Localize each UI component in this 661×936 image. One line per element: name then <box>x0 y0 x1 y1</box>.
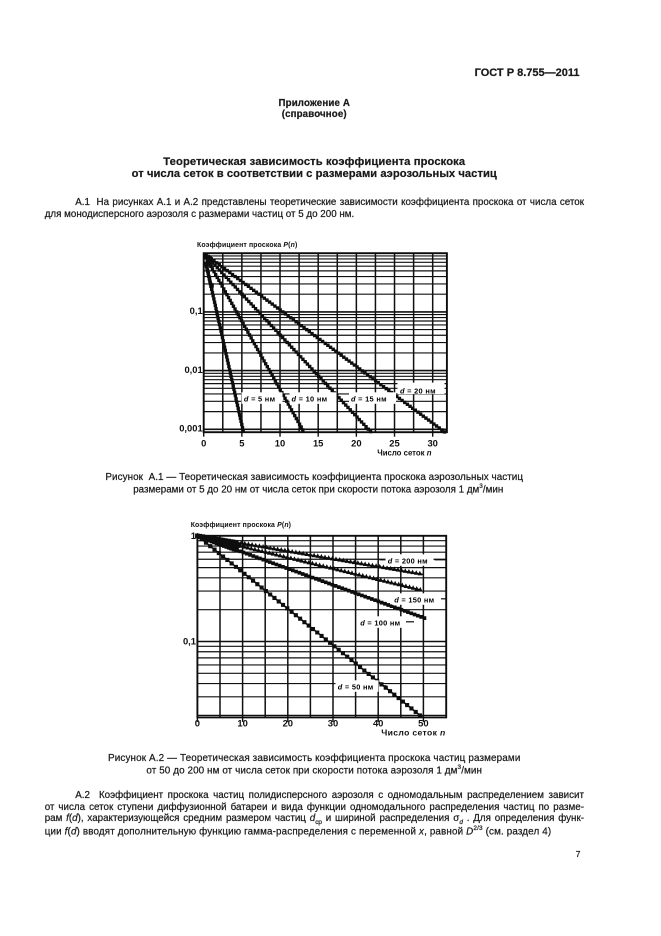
svg-text:Коэффициент проскока P(n): Коэффициент проскока P(n) <box>197 242 297 249</box>
svg-text:0,001: 0,001 <box>179 423 202 434</box>
svg-text:0: 0 <box>195 718 200 729</box>
svg-text:20: 20 <box>283 718 293 729</box>
svg-text:d = 5 нм: d = 5 нм <box>244 395 275 404</box>
svg-text:30: 30 <box>328 718 338 729</box>
svg-text:Число сеток n: Число сеток n <box>381 727 445 737</box>
svg-text:0: 0 <box>201 437 206 448</box>
svg-text:50: 50 <box>418 718 428 729</box>
svg-text:Коэффициент проскока P(n): Коэффициент проскока P(n) <box>191 522 291 529</box>
svg-text:30: 30 <box>427 437 437 448</box>
svg-text:0,1: 0,1 <box>183 636 196 647</box>
svg-text:10: 10 <box>237 718 247 729</box>
svg-text:1: 1 <box>191 530 196 541</box>
svg-text:10: 10 <box>275 437 285 448</box>
svg-text:5: 5 <box>239 437 244 448</box>
svg-text:0,1: 0,1 <box>190 305 203 316</box>
svg-text:15: 15 <box>313 437 323 448</box>
svg-text:25: 25 <box>389 437 399 448</box>
svg-text:d = 20 нм: d = 20 нм <box>400 386 436 395</box>
svg-text:d = 100 нм: d = 100 нм <box>360 618 400 627</box>
svg-text:d = 10 нм: d = 10 нм <box>292 395 328 404</box>
svg-text:Число сеток n: Число сеток n <box>377 448 432 457</box>
svg-text:20: 20 <box>351 437 361 448</box>
svg-text:d = 15 нм: d = 15 нм <box>351 395 387 404</box>
svg-text:d = 200 нм: d = 200 нм <box>388 556 428 565</box>
svg-text:d = 150 нм: d = 150 нм <box>394 595 434 604</box>
svg-text:40: 40 <box>373 718 383 729</box>
svg-text:d = 50 нм: d = 50 нм <box>338 682 374 691</box>
svg-text:0,01: 0,01 <box>184 364 202 375</box>
